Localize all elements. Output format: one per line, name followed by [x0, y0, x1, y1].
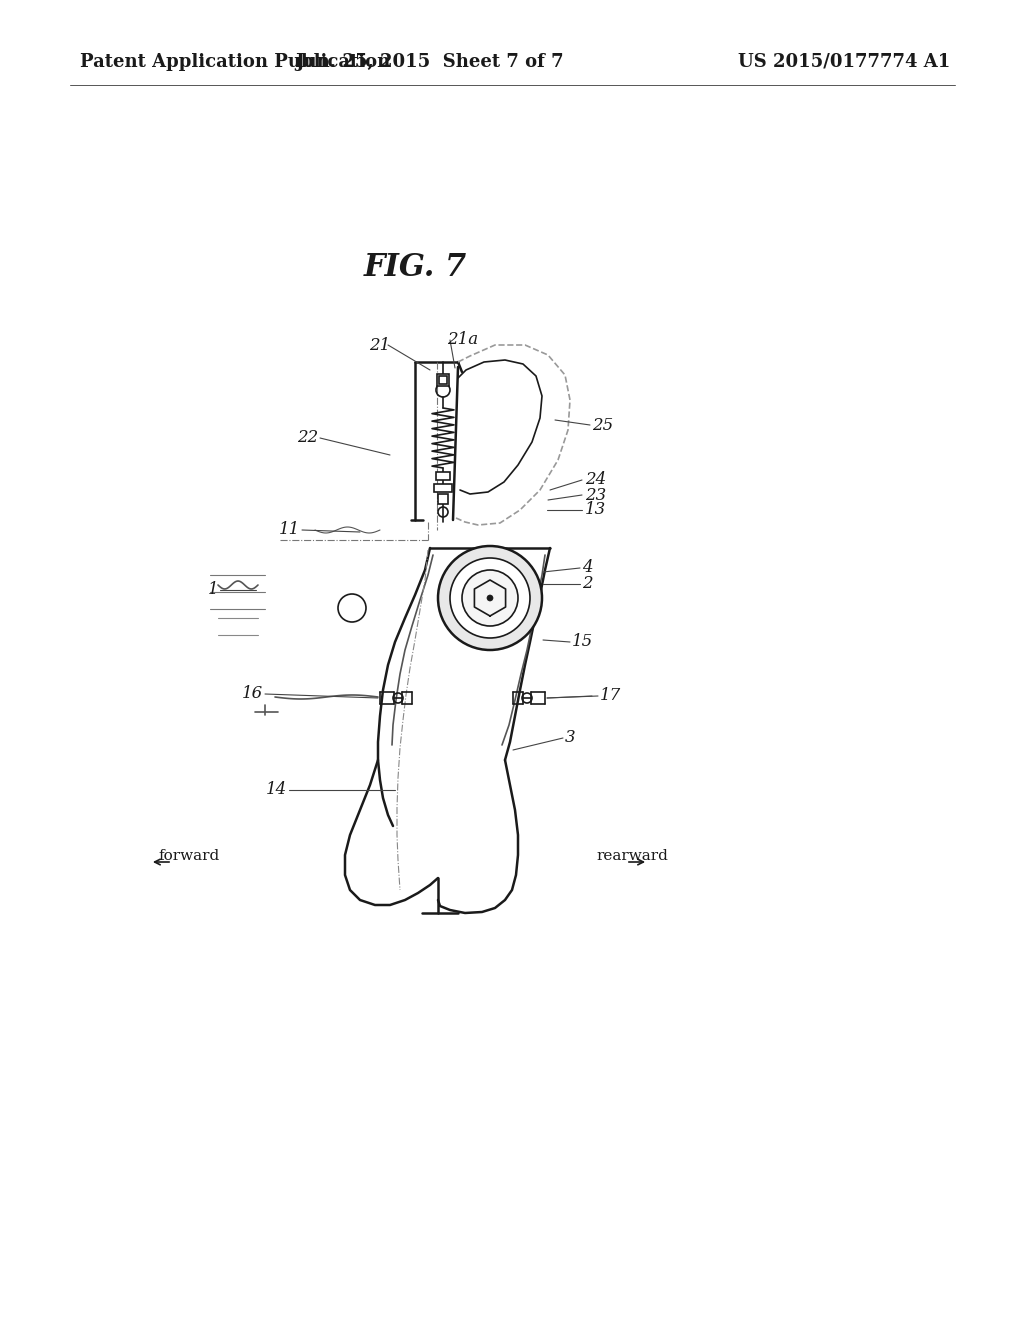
Circle shape [438, 546, 542, 649]
Text: 24: 24 [585, 471, 606, 488]
Text: US 2015/0177774 A1: US 2015/0177774 A1 [737, 53, 950, 71]
FancyBboxPatch shape [439, 376, 447, 384]
Text: FIG. 7: FIG. 7 [364, 252, 467, 284]
Text: 11: 11 [279, 521, 300, 539]
Text: 22: 22 [297, 429, 318, 446]
FancyBboxPatch shape [436, 473, 450, 480]
FancyBboxPatch shape [434, 484, 452, 492]
Text: rearward: rearward [596, 849, 668, 863]
Text: 1: 1 [208, 582, 218, 598]
Text: 4: 4 [582, 560, 593, 577]
Text: 13: 13 [585, 502, 606, 519]
Text: 2: 2 [582, 576, 593, 593]
Text: 16: 16 [242, 685, 263, 702]
Text: 21: 21 [369, 337, 390, 354]
Circle shape [487, 595, 493, 601]
FancyBboxPatch shape [437, 374, 449, 385]
Text: Patent Application Publication: Patent Application Publication [80, 53, 390, 71]
Text: 15: 15 [572, 634, 593, 651]
Text: 23: 23 [585, 487, 606, 503]
Circle shape [450, 558, 530, 638]
Text: 14: 14 [266, 781, 287, 799]
Text: 25: 25 [592, 417, 613, 433]
FancyBboxPatch shape [438, 494, 449, 504]
Text: Jun. 25, 2015  Sheet 7 of 7: Jun. 25, 2015 Sheet 7 of 7 [296, 53, 564, 71]
Text: 21a: 21a [447, 331, 478, 348]
Circle shape [462, 570, 518, 626]
Text: 17: 17 [600, 688, 622, 705]
Text: 3: 3 [565, 730, 575, 747]
Text: forward: forward [158, 849, 219, 863]
